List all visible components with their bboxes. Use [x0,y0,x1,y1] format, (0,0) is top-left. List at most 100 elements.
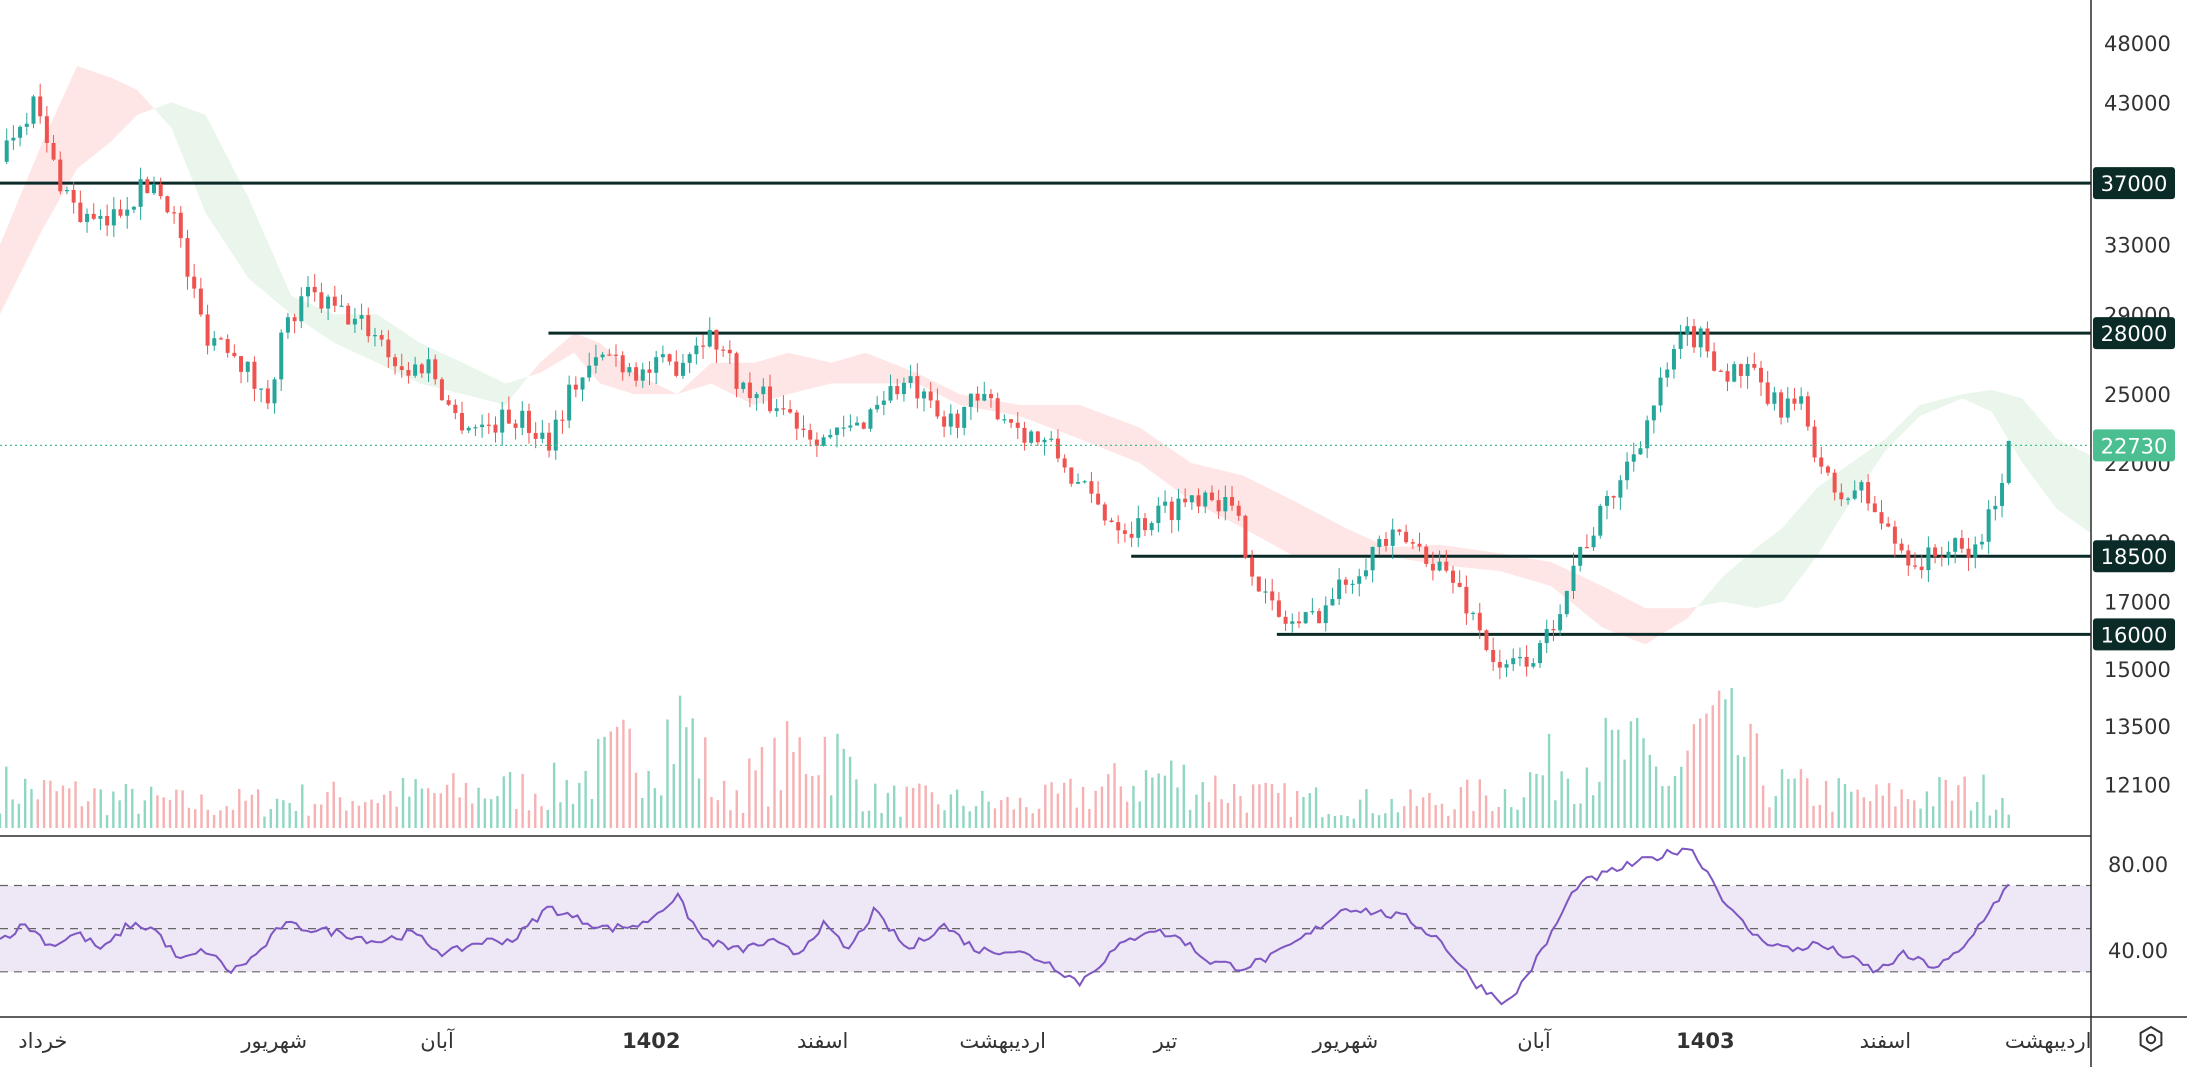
candle-body [433,359,438,380]
volume-bar [622,719,625,828]
volume-bar [1667,785,1670,828]
price-axis[interactable]: 4800043000330002900025000220001900017000… [2093,32,2175,798]
volume-bar [1541,775,1544,828]
volume-bar [1875,784,1878,828]
candle-body [1196,495,1201,507]
volume-bar [899,816,902,828]
candle-body [647,369,652,373]
volume-bar [937,804,940,828]
chart-settings-button[interactable] [2129,1017,2173,1061]
volume-bar [527,810,531,828]
candle-body [1484,630,1489,651]
candle-body [1256,576,1261,592]
volume-bar [1245,812,1248,828]
candle-body [848,425,853,428]
volume-bar [1459,787,1463,828]
candle-body [747,382,752,399]
rsi-axis: 80.00 40.00 [2108,853,2168,963]
rsi-tick-label: 40.00 [2108,939,2168,963]
volume-bar [981,790,984,828]
volume-bar [1491,811,1494,828]
volume-bar [924,785,927,828]
candle-body [2000,482,2005,506]
volume-bar [811,776,814,828]
volume-bar [1636,717,1639,828]
volume-bar [1440,803,1444,828]
volume-bar [1289,817,1293,828]
candle-body [31,96,36,124]
volume-bar [1201,782,1204,828]
volume-bar [767,806,770,828]
candle-body [1732,364,1737,382]
volume-bar [1994,809,1998,828]
volume-bar [1220,799,1223,828]
volume-bar [1333,815,1337,828]
time-axis[interactable]: خرداد شهریور آبان 1402 اسفند اردیبهشت تیر شهریو… [18,1028,2091,1053]
candle-body [1892,526,1897,544]
candle-body [1082,481,1087,483]
candle-body [145,179,150,194]
volume-bar [364,802,367,828]
volume-bar [1415,806,1419,828]
candle-body [1986,509,1991,542]
cloud-bearish [677,352,1698,645]
time-label: شهریور [240,1029,307,1053]
candle-body [1966,548,1971,558]
candle-body [218,338,223,340]
candle-body [1564,590,1569,615]
volume-bar [1358,799,1362,828]
volume-bar [250,794,254,828]
candle-body [1270,591,1275,601]
candle-body [1444,561,1449,571]
volume-bar [1352,818,1356,828]
volume-bar [1144,770,1148,828]
volume-bar [785,721,789,828]
candle-body [493,424,498,433]
volume-bar [1988,815,1992,828]
volume-bar [1881,795,1884,828]
candle-body [480,424,485,428]
volume-bar [1950,800,1954,828]
candle-body [1283,616,1288,624]
candle-body [446,400,451,405]
volume-bar [42,780,46,828]
candle-body [473,427,478,429]
price-tick-label: 25000 [2104,383,2171,407]
candle-body [1042,439,1047,443]
volume-bar [1484,795,1488,828]
volume-bar [1566,778,1570,828]
candle-body [439,379,444,401]
time-label: خرداد [18,1029,67,1053]
volume-bar [1824,780,1828,828]
volume-bar [540,806,543,828]
candle-body [1330,599,1335,606]
candle-body [1323,605,1328,624]
volume-bar [943,810,946,828]
candle-body [988,393,993,399]
volume-bar [1069,778,1072,828]
candle-body [721,349,726,351]
candle-body [1122,530,1127,534]
volume-bar [1623,759,1626,828]
volume-bar [313,803,317,828]
volume-bar [1239,796,1242,828]
volume-bar [817,775,820,828]
candle-body [198,288,203,315]
volume-bar [275,798,279,828]
volume-bar [1894,806,1897,828]
volume-bar [867,810,871,828]
cloud-bullish [154,102,529,406]
level-tag-16000: 16000 [2101,623,2168,647]
candle-body [1758,367,1763,383]
price-tick-label: 48000 [2104,32,2171,56]
volume-bar [1125,801,1129,828]
volume-bar [61,785,65,828]
candle-body [1631,454,1636,462]
candle-body [794,412,799,429]
volume-bar [1957,785,1960,828]
volume-bar [55,791,58,828]
level-tag-37000-bg [2093,167,2175,200]
volume-bar [1535,773,1538,828]
candle-body [118,209,123,216]
